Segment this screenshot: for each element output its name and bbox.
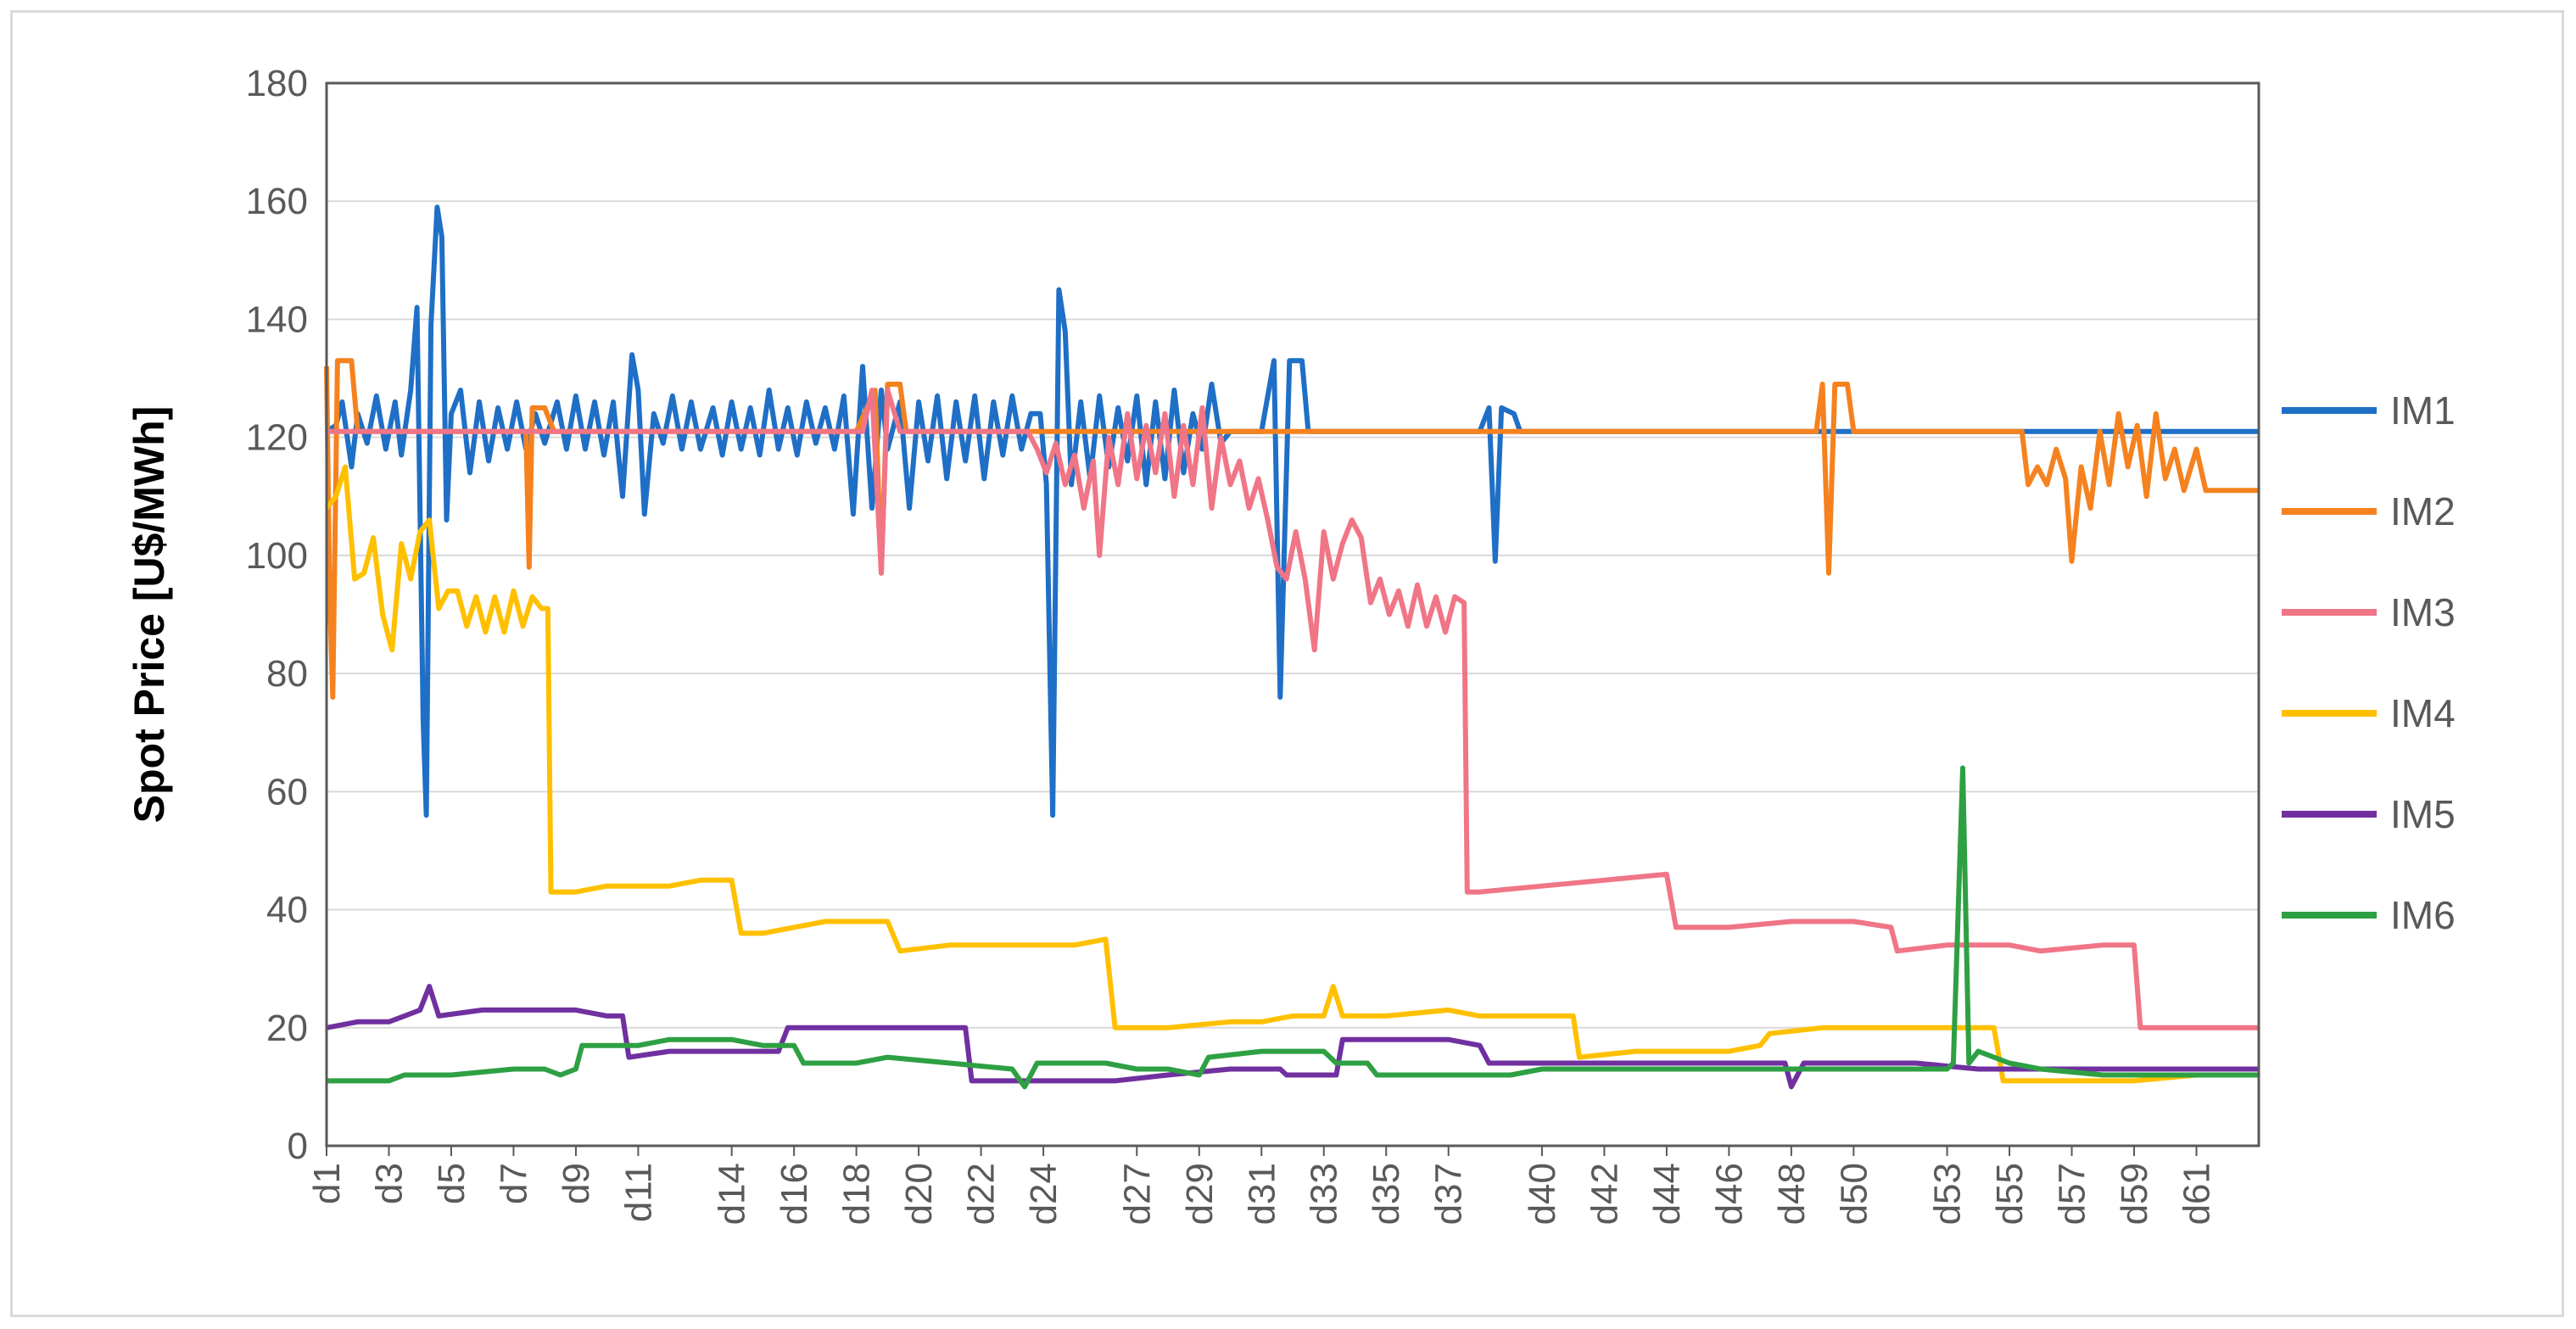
x-tick-label: d44 — [1646, 1163, 1688, 1225]
x-tick-label: d61 — [2176, 1163, 2218, 1225]
legend-label-im1: IM1 — [2390, 388, 2456, 433]
x-tick-label: d55 — [1989, 1163, 2031, 1225]
x-tick-label: d35 — [1366, 1163, 1407, 1225]
y-tick-label: 160 — [246, 181, 308, 222]
x-tick-label: d14 — [712, 1163, 753, 1225]
x-tick-label: d40 — [1522, 1163, 1563, 1225]
x-tick-label: d37 — [1428, 1163, 1470, 1225]
x-tick-label: d50 — [1833, 1163, 1875, 1225]
y-tick-label: 20 — [266, 1008, 308, 1049]
x-tick-label: d9 — [556, 1163, 597, 1204]
series-lines — [324, 204, 2259, 1090]
x-tick-label: d16 — [774, 1163, 815, 1225]
x-tick-label: d22 — [961, 1163, 1003, 1225]
series-line-im1 — [325, 204, 2259, 818]
y-tick-label: 0 — [288, 1125, 308, 1167]
legend-label-im5: IM5 — [2390, 792, 2456, 836]
x-tick-label: d48 — [1771, 1163, 1813, 1225]
x-tick-label: d3 — [368, 1163, 410, 1204]
legend-label-im6: IM6 — [2390, 893, 2456, 937]
legend: IM1 IM2 IM3 IM4 IM5 IM6 — [2282, 388, 2456, 937]
y-tick-label: 60 — [266, 771, 308, 812]
plot-area-border — [325, 81, 2260, 1148]
x-tick-label: d33 — [1304, 1163, 1345, 1225]
chart-frame: 0 20 40 60 80 100 120 140 160 180 d1 d3 d5 d7 d9 d11 d1… — [10, 10, 2564, 1317]
y-tick-label: 120 — [246, 417, 308, 459]
x-tick-label: d1 — [306, 1163, 348, 1204]
y-axis-ticks: 0 20 40 60 80 100 120 140 160 180 — [246, 63, 308, 1167]
x-tick-label: d24 — [1023, 1163, 1064, 1225]
series-line-im5 — [326, 984, 2259, 1090]
y-tick-label: 40 — [266, 890, 308, 931]
y-tick-label: 100 — [246, 535, 308, 577]
y-tick-label: 180 — [246, 63, 308, 104]
legend-label-im4: IM4 — [2390, 691, 2456, 735]
x-tick-label: d5 — [431, 1163, 472, 1204]
x-tick-label: d31 — [1241, 1163, 1282, 1225]
x-tick-label: d59 — [2114, 1163, 2155, 1225]
x-tick-label: d53 — [1927, 1163, 1969, 1225]
x-tick-label: d29 — [1179, 1163, 1221, 1225]
x-tick-label: d46 — [1708, 1163, 1750, 1225]
x-tick-label: d7 — [493, 1163, 534, 1204]
x-tick-label: d42 — [1584, 1163, 1625, 1225]
series-line-im6 — [327, 765, 2259, 1090]
y-axis-title: Spot Price [U$/MWh] — [126, 406, 173, 824]
series-line-im4 — [324, 464, 2259, 1084]
legend-label-im2: IM2 — [2390, 489, 2456, 533]
x-tick-label: d20 — [898, 1163, 940, 1225]
x-tick-label: d57 — [2052, 1163, 2093, 1225]
x-tick-label: d18 — [836, 1163, 878, 1225]
series-line-im3 — [327, 388, 2259, 1030]
y-tick-label: 140 — [246, 299, 308, 340]
x-tick-label: d27 — [1116, 1163, 1158, 1225]
legend-label-im3: IM3 — [2390, 590, 2456, 634]
x-axis-ticks: d1 d3 d5 d7 d9 d11 d14 d16 d18 d20 d22 d24 d27 d29 d31… — [306, 1146, 2218, 1225]
y-tick-label: 80 — [266, 653, 308, 695]
x-tick-label: d11 — [617, 1163, 659, 1222]
